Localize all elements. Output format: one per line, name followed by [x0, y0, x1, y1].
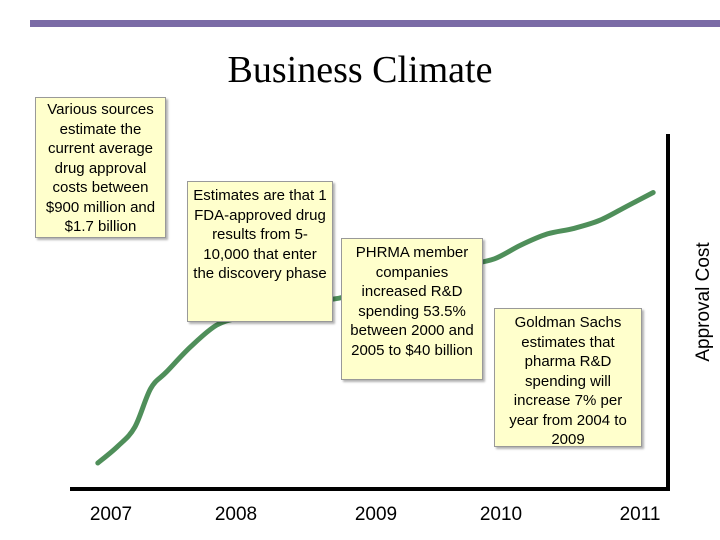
- x-tick-2007: 2007: [89, 504, 133, 525]
- slide-title: Business Climate: [227, 49, 493, 91]
- callout-fda-estimates: Estimates are that 1 FDA-approved drug r…: [187, 181, 333, 322]
- callout-approval-costs: Various sources estimate the current ave…: [35, 97, 166, 238]
- x-tick-2008: 2008: [214, 504, 258, 525]
- x-tick-2009: 2009: [354, 504, 398, 525]
- callout-goldman-sachs: Goldman Sachs estimates that pharma R&D …: [494, 308, 642, 448]
- y-axis-label: Approval Cost: [693, 242, 714, 362]
- callout-phrma-spending: PHRMA member companies increased R&D spe…: [341, 238, 483, 380]
- x-tick-2010: 2010: [479, 504, 523, 525]
- title-rule: [30, 20, 720, 27]
- x-tick-2011: 2011: [619, 504, 661, 525]
